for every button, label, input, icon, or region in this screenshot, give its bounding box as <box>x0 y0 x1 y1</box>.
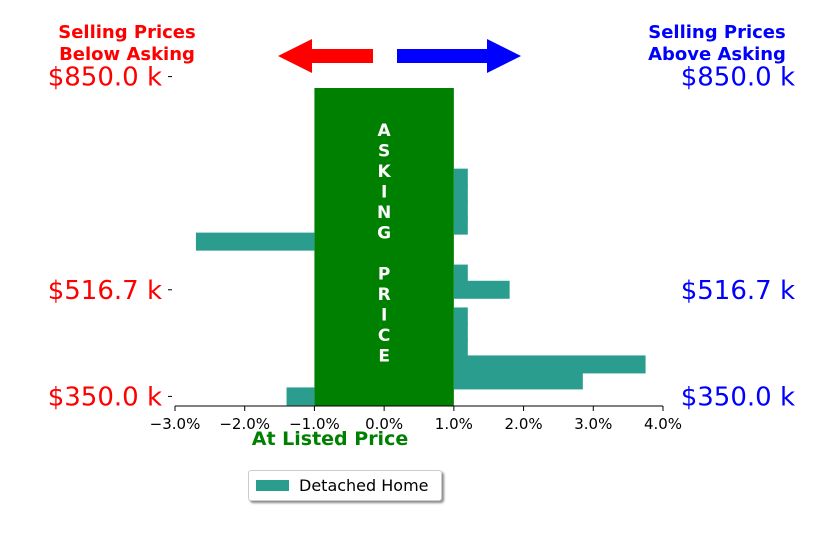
y-tick-label-right: $350.0 k <box>681 382 795 412</box>
asking-price-letter: S <box>378 142 390 162</box>
asking-price-letter: A <box>378 121 392 141</box>
asking-price-letter: K <box>378 162 392 182</box>
bar <box>453 168 468 187</box>
x-tick-label: −1.0% <box>289 415 340 433</box>
bar <box>453 339 468 358</box>
bar <box>286 387 315 406</box>
asking-price-letter: G <box>377 224 391 244</box>
bar <box>453 184 468 203</box>
x-tick-label: 4.0% <box>644 415 682 433</box>
asking-price-letter: C <box>378 326 390 346</box>
x-tick-label: −3.0% <box>150 415 201 433</box>
asking-price-letter: I <box>381 183 387 203</box>
bar <box>453 355 646 374</box>
right-arrow-icon <box>397 39 521 73</box>
bar <box>453 216 468 235</box>
asking-price-letter: E <box>378 347 390 367</box>
y-tick-label-left: $516.7 k <box>48 276 162 306</box>
left-title: Selling Prices <box>58 22 195 43</box>
legend-label: Detached Home <box>299 476 429 495</box>
asking-price-letter: P <box>378 265 390 285</box>
asking-price-letter: N <box>377 203 391 223</box>
bar <box>453 264 468 283</box>
y-tick-label-left: $850.0 k <box>48 63 162 93</box>
bar <box>195 232 315 251</box>
asking-price-letter: I <box>381 306 387 326</box>
bar <box>453 307 468 326</box>
x-tick-label: 3.0% <box>574 415 612 433</box>
left-title: Below Asking <box>59 44 195 65</box>
y-tick-label-right: $516.7 k <box>681 276 795 306</box>
x-tick-label: 1.0% <box>435 415 473 433</box>
x-tick-label: −2.0% <box>219 415 270 433</box>
asking-price-letter: R <box>378 285 391 305</box>
right-title: Selling Prices <box>648 22 785 43</box>
x-tick-label: 2.0% <box>505 415 543 433</box>
asking-price-box <box>314 88 454 406</box>
legend-swatch <box>256 480 289 491</box>
legend: Detached Home <box>248 470 442 501</box>
y-tick-label-right: $850.0 k <box>681 63 795 93</box>
right-title: Above Asking <box>648 44 786 65</box>
left-arrow-icon <box>278 39 373 73</box>
y-tick-label-left: $350.0 k <box>48 382 162 412</box>
bar <box>453 371 583 390</box>
bar <box>453 280 510 299</box>
x-tick-label: 0.0% <box>365 415 403 433</box>
bar <box>453 200 468 219</box>
bar <box>453 323 468 342</box>
x-axis-label: At Listed Price <box>252 428 408 450</box>
